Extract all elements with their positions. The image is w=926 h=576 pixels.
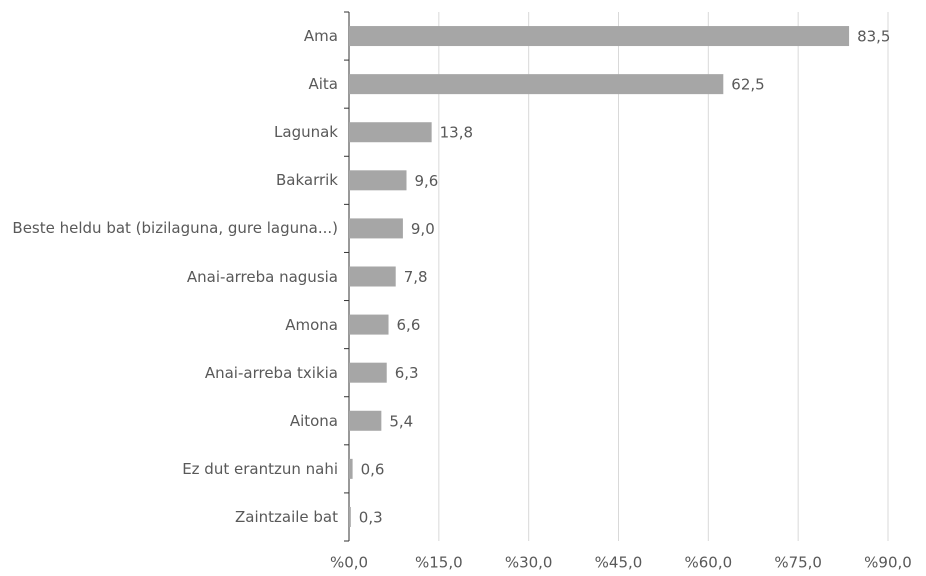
bar: [349, 314, 389, 335]
value-label: 0,6: [361, 460, 385, 478]
x-tick-label: %30,0: [505, 554, 553, 572]
category-label: Lagunak: [274, 123, 338, 142]
category-label: Ez dut erantzun nahi: [182, 459, 338, 478]
category-label: Aitona: [289, 411, 338, 430]
bar: [349, 122, 432, 143]
category-label: Anai-arreba txikia: [204, 363, 338, 382]
value-label: 9,6: [414, 172, 438, 190]
value-label: 5,4: [389, 412, 413, 430]
value-label: 62,5: [731, 76, 764, 94]
x-tick-label: %0,0: [330, 554, 368, 572]
bar: [349, 362, 387, 383]
bar: [349, 218, 403, 239]
value-label: 6,6: [397, 316, 421, 334]
x-tick-label: %90,0: [864, 554, 912, 572]
x-tick-label: %75,0: [774, 554, 822, 572]
bar: [349, 506, 351, 527]
category-label: Beste heldu bat (bizilaguna, gure laguna…: [12, 219, 338, 238]
bar: [349, 170, 407, 191]
value-label: 13,8: [440, 124, 473, 142]
category-label: Anai-arreba nagusia: [186, 267, 338, 286]
value-label: 6,3: [395, 364, 419, 382]
value-label: 9,0: [411, 220, 435, 238]
x-tick-label: %45,0: [595, 554, 643, 572]
value-label: 0,3: [359, 508, 383, 526]
bar: [349, 74, 724, 95]
category-label: Amona: [285, 315, 338, 334]
category-label: Zaintzaile bat: [234, 507, 338, 526]
category-label: Ama: [303, 27, 338, 46]
bar: [349, 458, 353, 479]
bar: [349, 410, 382, 431]
x-tick-label: %60,0: [685, 554, 733, 572]
value-label: 83,5: [857, 28, 890, 46]
value-label: 7,8: [404, 268, 428, 286]
bar: [349, 26, 850, 47]
bar: [349, 266, 396, 287]
x-tick-label: %15,0: [415, 554, 463, 572]
category-label: Bakarrik: [275, 171, 338, 190]
category-label: Aita: [308, 75, 338, 94]
